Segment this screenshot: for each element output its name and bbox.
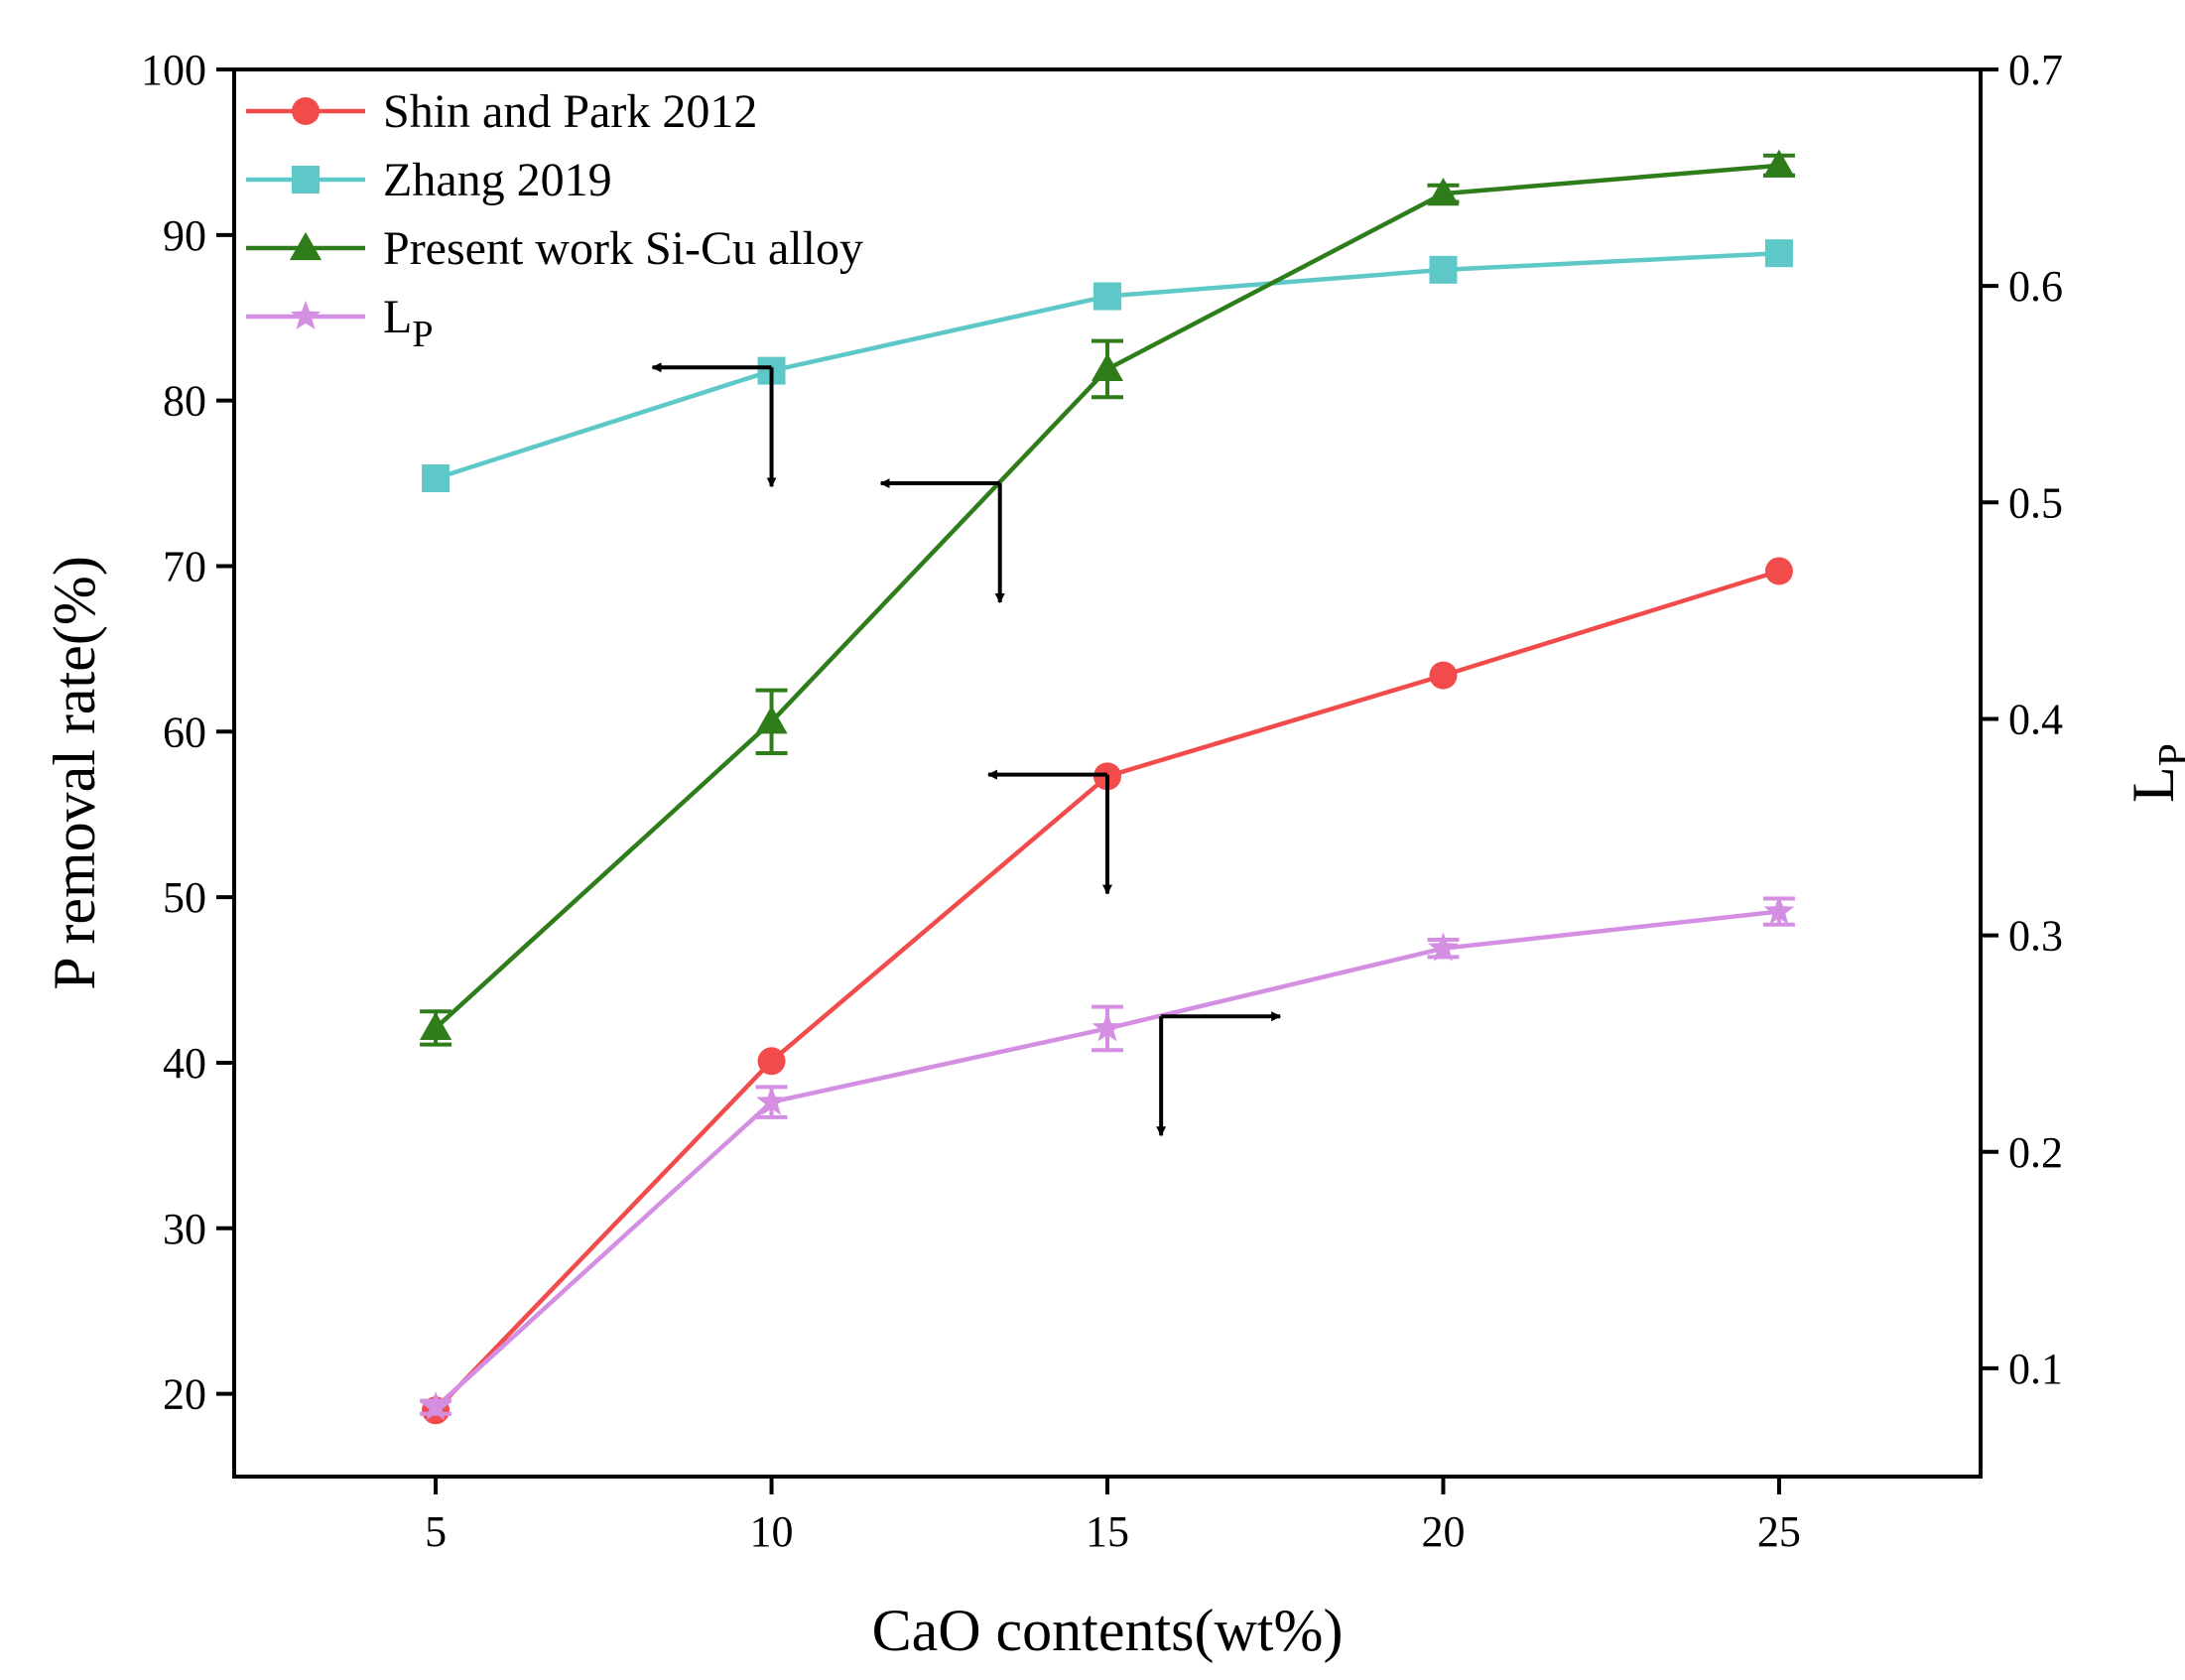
y-tick-label: 70 [163,542,206,590]
axis-indicator-arrows [651,362,1282,1137]
axis-indicator-arrow [651,362,777,488]
y2-axis-ticks: 0.1 0.2 0.3 0.4 0.5 0.6 0.7 [1981,46,2063,1393]
y2-axis-title-main: L [2121,766,2185,803]
x-tick-label: 5 [425,1507,447,1556]
y2-tick-label: 0.3 [2008,912,2063,961]
y2-tick-label: 0.1 [2008,1345,2063,1393]
data-point [755,706,788,734]
legend-marker [292,166,320,194]
legend-label: Shin and Park 2012 [383,85,757,138]
y-tick-label: 20 [163,1370,206,1419]
data-point [1093,282,1121,311]
y2-axis-title: LP [2121,743,2185,803]
data-point [1092,1012,1123,1042]
x-axis-title: CaO contents(wt%) [872,1598,1344,1663]
axis-indicator-arrow [879,478,1005,604]
legend-label: Present work Si-Cu alloy [383,222,863,275]
data-point [1091,352,1124,382]
series-1 [422,239,1793,493]
legend-label-main: Shin and Park 2012 [383,85,757,138]
x-tick-label: 15 [1086,1507,1129,1556]
y-tick-label: 40 [163,1039,206,1088]
legend-marker [292,97,320,125]
series-line [434,909,1780,1409]
legend-entry: Zhang 2019 [246,154,612,206]
y-tick-label: 50 [163,873,206,922]
data-point [1429,255,1458,284]
axis-indicator-arrow [987,769,1112,895]
legend-label-main: Present work Si-Cu alloy [383,222,863,275]
x-axis-ticks: 5 10 15 20 25 [425,1477,1801,1556]
series-3 [420,895,1795,1421]
data-point [1762,149,1796,178]
legend-label-sub: P [412,314,433,355]
data-point [1764,557,1793,585]
legend-entry: LP [246,291,433,355]
legend-label: Zhang 2019 [383,154,612,206]
y2-tick-label: 0.4 [2008,695,2063,743]
y-axis-title: P removal rate(%) [42,556,107,990]
data-point [1763,895,1795,925]
data-point [422,464,450,493]
y-tick-label: 80 [163,377,206,426]
legend-marker [290,300,321,329]
legend-marker [289,231,322,261]
y2-axis-title-sub: P [2151,743,2185,766]
data-point [756,1086,787,1115]
data-point [1428,932,1459,962]
y-tick-label: 30 [163,1205,206,1253]
y-axis-ticks: 20 30 40 50 60 70 80 90 100 [141,46,234,1419]
y2-tick-label: 0.7 [2008,46,2063,94]
legend-label: LP [383,291,433,355]
data-point [1427,178,1460,206]
x-tick-label: 10 [750,1507,794,1556]
legend-label-main: L [383,291,412,343]
series-line [434,569,1780,1412]
data-point [1764,239,1793,268]
data-point [757,1047,786,1076]
axis-indicator-arrow [1156,1011,1282,1137]
data-point [419,1011,452,1040]
y-tick-label: 90 [163,211,206,260]
y-tick-label: 100 [141,46,206,94]
series-0 [422,557,1793,1425]
y2-tick-label: 0.5 [2008,478,2063,527]
x-tick-label: 25 [1757,1507,1801,1556]
x-tick-label: 20 [1421,1507,1465,1556]
y2-tick-label: 0.2 [2008,1128,2063,1177]
legend-entry: Present work Si-Cu alloy [246,222,863,275]
data-point [1429,661,1458,690]
legend: Shin and Park 2012 Zhang 2019 Present work… [246,85,863,355]
y2-tick-label: 0.6 [2008,262,2063,311]
legend-label-main: Zhang 2019 [383,154,612,206]
legend-entry: Shin and Park 2012 [246,85,757,138]
y-tick-label: 60 [163,708,206,756]
data-point [420,1391,451,1421]
series-2 [419,149,1796,1047]
